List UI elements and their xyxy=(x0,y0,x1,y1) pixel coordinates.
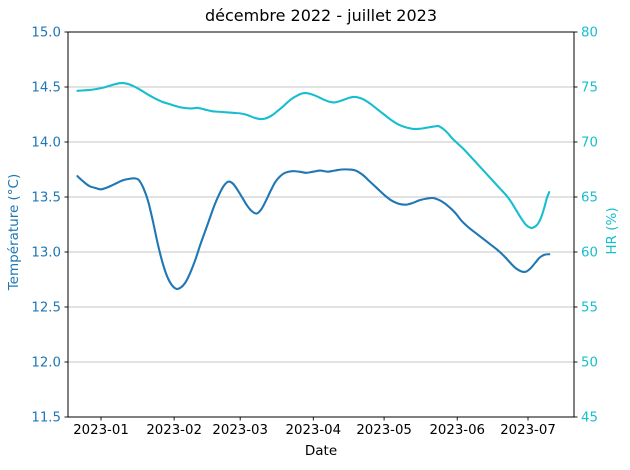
x-tick-label: 2023-01 xyxy=(73,423,129,438)
left-tick-label: 15.0 xyxy=(31,26,61,41)
plot-border xyxy=(67,31,575,418)
right-tick-label: 75 xyxy=(581,81,598,96)
left-tick-label: 14.0 xyxy=(31,136,61,151)
x-tick-label: 2023-02 xyxy=(146,423,202,438)
chart-title: décembre 2022 - juillet 2023 xyxy=(204,6,438,25)
x-axis-label: Date xyxy=(304,443,338,459)
right-tick-label: 60 xyxy=(581,246,598,261)
left-tick-label: 12.5 xyxy=(31,301,61,316)
x-tick-label: 2023-05 xyxy=(356,423,412,438)
x-tick-label: 2023-03 xyxy=(212,423,268,438)
left-tick-label: 13.5 xyxy=(31,191,61,206)
x-tick-label: 2023-04 xyxy=(286,423,342,438)
right-tick-label: 65 xyxy=(581,191,598,206)
humidity-line xyxy=(76,82,551,230)
right-tick-label: 45 xyxy=(581,411,598,426)
left-tick-label: 11.5 xyxy=(31,411,61,426)
right-tick-label: 55 xyxy=(581,301,598,316)
temperature-line xyxy=(76,168,551,290)
x-tick-label: 2023-07 xyxy=(500,423,556,438)
x-tick-label: 2023-06 xyxy=(429,423,485,438)
left-tick-label: 12.0 xyxy=(31,356,61,371)
left-tick-label: 14.5 xyxy=(31,81,61,96)
right-tick-label: 80 xyxy=(581,26,598,41)
left-tick-label: 13.0 xyxy=(31,246,61,261)
right-tick-label: 50 xyxy=(581,356,598,371)
right-tick-label: 70 xyxy=(581,136,598,151)
